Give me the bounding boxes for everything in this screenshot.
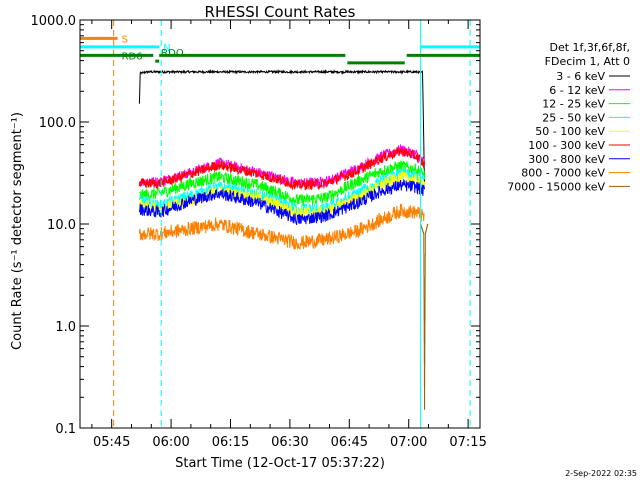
y-tick-label-2: 10.0 (47, 218, 76, 233)
y-tick-label-3: 1.0 (55, 320, 76, 335)
x-axis-label: Start Time (12-Oct-17 05:37:22) (175, 456, 385, 471)
series-line-8 (420, 223, 429, 410)
legend-label-5: 100 - 300 keV (528, 139, 605, 152)
x-tick-label-1: 06:00 (152, 435, 189, 450)
legend-label-7: 800 - 7000 keV (521, 167, 605, 180)
plot-area: S N RD6 RDO 1000.0 100.0 10.0 1.0 0.1 05:45 06:00 0… (31, 14, 487, 450)
y-tick-label-0: 1000.0 (31, 14, 77, 29)
legend-label-0: 3 - 6 keV (556, 70, 605, 83)
annotation-label-3: RD6 (122, 51, 143, 62)
y-tick-label-4: 0.1 (55, 422, 76, 437)
chart-title: RHESSI Count Rates (205, 3, 356, 21)
x-tick-label-0: 05:45 (93, 435, 130, 450)
legend-label-1: 6 - 12 keV (549, 84, 605, 97)
series-line-7 (138, 203, 425, 250)
series-line-5 (138, 147, 426, 191)
series-line-2 (139, 160, 426, 207)
annotation-label-1: N (163, 43, 170, 54)
y-tick-label-1: 100.0 (39, 116, 76, 131)
generated-timestamp: 2-Sep-2022 02:35 (565, 469, 637, 478)
x-tick-label-4: 06:45 (331, 435, 368, 450)
legend-header-line-2: FDecim 1, Att 0 (545, 55, 630, 68)
legend-label-8: 7000 - 15000 keV (507, 180, 605, 193)
legend-label-6: 300 - 800 keV (528, 153, 605, 166)
series-line-0 (138, 69, 426, 185)
series-line-4 (138, 170, 426, 219)
x-tick-label-6: 07:15 (449, 435, 486, 450)
x-tick-label-5: 07:00 (390, 435, 427, 450)
legend-header-line-1: Det 1f,3f,6f,8f, (549, 41, 630, 54)
legend-label-3: 25 - 50 keV (542, 111, 605, 124)
x-tick-label-3: 06:30 (271, 435, 308, 450)
legend-label-2: 12 - 25 keV (542, 98, 605, 111)
legend-label-4: 50 - 100 keV (535, 125, 605, 138)
annotation-label-0: S (122, 34, 128, 45)
series-line-6 (138, 178, 426, 225)
y-axis-label: Count Rate (s⁻¹ detector segment⁻¹) (10, 112, 25, 350)
x-tick-label-2: 06:15 (212, 435, 249, 450)
annotation-label-8: RDO (161, 48, 184, 59)
